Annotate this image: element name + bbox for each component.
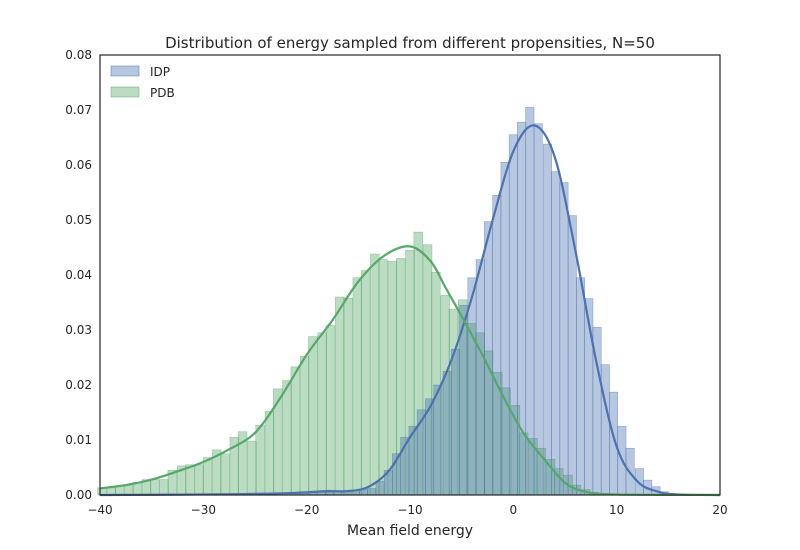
y-tick-label: 0.00 bbox=[65, 488, 92, 502]
y-tick-label: 0.06 bbox=[65, 158, 92, 172]
bar-pdb-27 bbox=[335, 296, 345, 496]
legend-label-pdb: PDB bbox=[150, 86, 175, 100]
legend-label-idp: IDP bbox=[150, 65, 170, 79]
legend: IDP PDB bbox=[110, 65, 175, 100]
x-tick-label: −40 bbox=[87, 503, 112, 517]
bar-idp-10 bbox=[375, 480, 385, 496]
bar-pdb-24 bbox=[308, 336, 318, 496]
bar-pdb-29 bbox=[352, 277, 362, 496]
x-tick-label: 10 bbox=[609, 503, 624, 517]
y-tick-label: 0.08 bbox=[65, 48, 92, 62]
y-tick-label: 0.04 bbox=[65, 268, 92, 282]
bar-idp-32 bbox=[559, 182, 569, 496]
bar-pdb-32 bbox=[378, 259, 388, 496]
bar-pdb-22 bbox=[290, 366, 300, 496]
y-tick-label: 0.02 bbox=[65, 378, 92, 392]
bar-pdb-14 bbox=[220, 453, 230, 496]
bar-idp-17 bbox=[433, 384, 443, 496]
bar-idp-37 bbox=[600, 364, 610, 496]
bar-idp-30 bbox=[542, 143, 552, 496]
x-axis-label: Mean field energy bbox=[347, 523, 473, 539]
bar-idp-27 bbox=[517, 121, 527, 496]
bar-pdb-19 bbox=[264, 411, 275, 496]
y-tick-label: 0.03 bbox=[65, 323, 92, 337]
bar-pdb-3 bbox=[124, 485, 134, 496]
bar-idp-9 bbox=[367, 488, 377, 496]
bar-pdb-28 bbox=[343, 297, 353, 496]
bar-idp-33 bbox=[567, 215, 577, 496]
bar-idp-25 bbox=[500, 161, 510, 496]
bar-pdb-30 bbox=[360, 270, 371, 496]
bar-idp-29 bbox=[533, 123, 543, 496]
bar-pdb-12 bbox=[202, 457, 213, 496]
bar-pdb-25 bbox=[317, 332, 327, 496]
bar-idp-26 bbox=[508, 134, 518, 496]
bar-pdb-31 bbox=[370, 253, 380, 496]
legend-swatch-idp bbox=[110, 65, 140, 77]
x-tick-label: −20 bbox=[294, 503, 319, 517]
bar-idp-22 bbox=[475, 259, 485, 496]
kde-layer bbox=[99, 124, 721, 497]
kde-line-pdb bbox=[99, 245, 721, 497]
bar-pdb-11 bbox=[194, 464, 204, 496]
y-tick-label: 0.07 bbox=[65, 103, 92, 117]
x-tick-label: −30 bbox=[191, 503, 216, 517]
bar-idp-19 bbox=[450, 348, 460, 496]
x-tick-label: 20 bbox=[712, 503, 727, 517]
bar-pdb-6 bbox=[150, 479, 160, 496]
legend-swatch-pdb bbox=[110, 86, 140, 98]
bar-idp-24 bbox=[492, 194, 502, 496]
y-ticks: 0.00 0.01 0.02 0.03 0.04 0.05 0.06 0.07 0.08 bbox=[65, 48, 92, 502]
bar-pdb-17 bbox=[247, 440, 257, 496]
x-ticks: −40 −30 −20 −10 0 10 20 bbox=[87, 503, 727, 517]
bar-pdb-7 bbox=[159, 479, 169, 496]
y-tick-label: 0.01 bbox=[65, 433, 92, 447]
kde-line-idp bbox=[99, 124, 721, 497]
bar-pdb-21 bbox=[282, 380, 292, 496]
bar-idp-31 bbox=[551, 171, 561, 496]
x-tick-label: −10 bbox=[397, 503, 422, 517]
bar-idp-34 bbox=[576, 277, 585, 496]
chart-title: Distribution of energy sampled from diff… bbox=[165, 34, 655, 52]
bar-pdb-23 bbox=[299, 356, 310, 496]
x-tick-label: 0 bbox=[510, 503, 518, 517]
bar-pdb-26 bbox=[325, 325, 336, 496]
bar-idp-18 bbox=[442, 370, 452, 496]
bar-idp-23 bbox=[484, 221, 494, 496]
y-tick-label: 0.05 bbox=[65, 213, 92, 227]
axes-frame bbox=[99, 54, 721, 496]
bar-pdb-18 bbox=[255, 424, 265, 496]
